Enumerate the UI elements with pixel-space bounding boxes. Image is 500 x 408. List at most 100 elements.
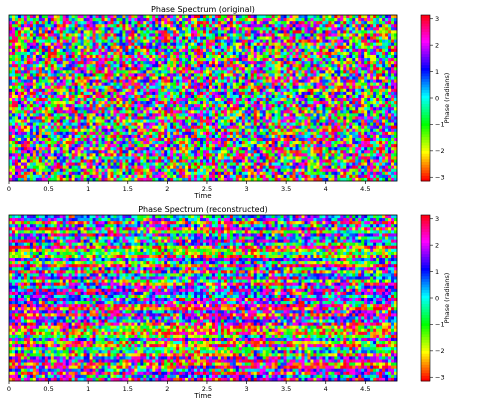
heatmap-cell <box>268 51 272 56</box>
heatmap-cell <box>328 33 332 37</box>
heatmap-cell <box>26 131 31 136</box>
heatmap-cell <box>301 94 305 99</box>
heatmap-cell <box>158 18 162 22</box>
heatmap-cell <box>265 45 269 50</box>
heatmap-cell <box>373 24 377 28</box>
heatmap-cell <box>214 85 219 90</box>
heatmap-cell <box>173 27 177 31</box>
heatmap-cell <box>217 125 222 130</box>
heatmap-cell <box>262 128 266 133</box>
heatmap-cell <box>152 113 156 117</box>
heatmap-cell <box>134 64 138 68</box>
heatmap-cell <box>20 24 25 28</box>
heatmap-cell <box>268 91 272 96</box>
heatmap-cell <box>373 98 377 102</box>
heatmap-cell <box>56 110 61 114</box>
heatmap-cell <box>346 51 350 56</box>
heatmap-cell <box>194 42 198 47</box>
heatmap-cell <box>9 79 13 83</box>
heatmap-cell <box>205 33 210 37</box>
heatmap-cell <box>167 122 171 126</box>
heatmap-cell <box>104 88 108 93</box>
heatmap-cell <box>310 64 314 68</box>
heatmap-cell <box>259 27 263 31</box>
heatmap-cell <box>122 91 126 96</box>
heatmap-cell <box>98 107 102 111</box>
heatmap-cell <box>334 88 338 93</box>
heatmap-cell <box>176 104 180 108</box>
heatmap-cell <box>292 27 296 31</box>
heatmap-cell <box>182 33 186 37</box>
heatmap-cell <box>191 45 195 50</box>
heatmap-cell <box>367 42 371 47</box>
heatmap-cell <box>262 33 266 37</box>
heatmap-cell <box>65 51 69 56</box>
heatmap-cell <box>385 42 389 47</box>
heatmap-cell <box>152 42 156 47</box>
heatmap-cell <box>17 42 22 47</box>
heatmap-cell <box>203 64 207 68</box>
heatmap-cell <box>229 58 234 62</box>
heatmap-cell <box>125 119 129 123</box>
heatmap-cell <box>289 116 293 120</box>
heatmap-cell <box>143 125 147 130</box>
heatmap-cell <box>373 125 377 130</box>
heatmap-cell <box>29 82 34 86</box>
heatmap-cell <box>98 79 102 83</box>
heatmap-cell <box>208 113 213 117</box>
heatmap-cell <box>182 24 186 28</box>
heatmap-cell <box>9 64 13 68</box>
heatmap-cell <box>367 36 371 40</box>
heatmap-cell <box>158 51 162 56</box>
heatmap-cell <box>229 82 234 86</box>
heatmap-cell <box>256 45 260 50</box>
heatmap-cell <box>56 30 61 34</box>
heatmap-cell <box>68 42 72 47</box>
heatmap-cell <box>283 18 287 22</box>
heatmap-cell <box>271 125 275 130</box>
heatmap-cell <box>89 58 93 62</box>
heatmap-cell <box>113 94 117 99</box>
heatmap-cell <box>361 128 365 133</box>
heatmap-cell <box>116 42 120 47</box>
heatmap-cell <box>110 113 114 117</box>
heatmap-cell <box>334 98 338 102</box>
heatmap-cell <box>56 104 61 108</box>
heatmap-cell <box>146 116 150 120</box>
heatmap-cell <box>250 15 255 19</box>
heatmap-cell <box>113 15 117 19</box>
heatmap-cell <box>319 94 323 99</box>
heatmap-cell <box>95 88 99 93</box>
heatmap-cell <box>244 24 249 28</box>
heatmap-cell <box>262 88 266 93</box>
heatmap-cell <box>304 82 308 86</box>
heatmap-cell <box>283 94 287 99</box>
heatmap-cell <box>9 131 13 136</box>
heatmap-cell <box>340 70 344 74</box>
heatmap-cell <box>125 42 129 47</box>
heatmap-cell <box>346 88 350 93</box>
heatmap-cell <box>167 76 171 80</box>
heatmap-cell <box>256 82 260 86</box>
heatmap-cell <box>214 54 219 59</box>
heatmap-cell <box>173 61 177 65</box>
heatmap-cell <box>68 128 72 133</box>
heatmap-cell <box>379 48 383 53</box>
heatmap-cell <box>74 79 78 83</box>
heatmap-cell <box>205 61 210 65</box>
heatmap-cell <box>146 18 150 22</box>
heatmap-cell <box>379 42 383 47</box>
heatmap-cell <box>131 45 135 50</box>
heatmap-cell <box>62 76 66 80</box>
heatmap-cell <box>131 125 135 130</box>
heatmap-cell <box>98 58 102 62</box>
heatmap-cell <box>250 27 255 31</box>
heatmap-cell <box>83 21 87 25</box>
heatmap-cell <box>217 110 222 114</box>
heatmap-cell <box>53 42 58 47</box>
heatmap-cell <box>277 70 281 74</box>
heatmap-cell <box>182 110 186 114</box>
heatmap-cell <box>394 79 398 83</box>
heatmap-cell <box>29 51 34 56</box>
